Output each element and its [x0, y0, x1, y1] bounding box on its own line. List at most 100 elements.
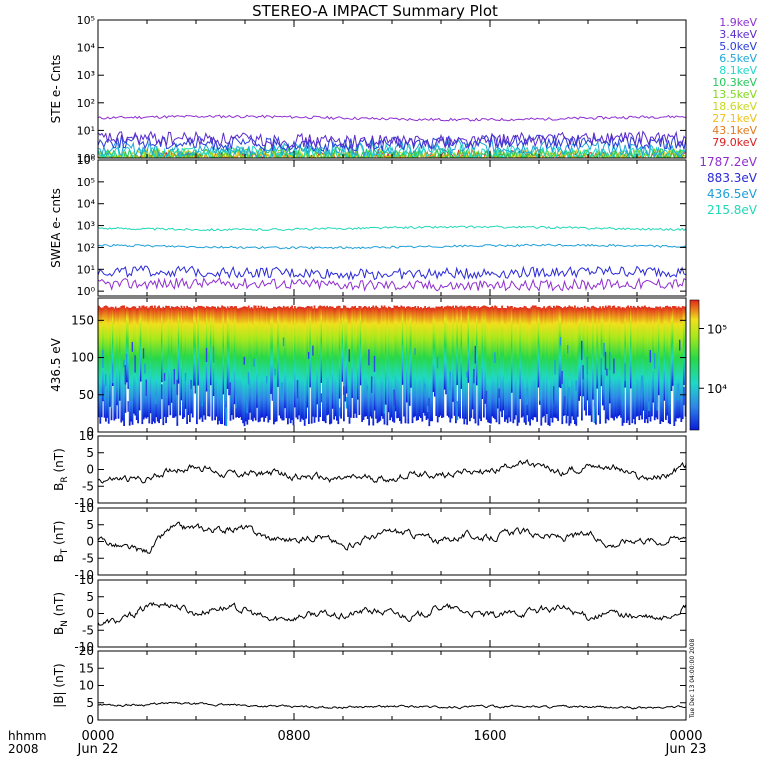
heatmap-strip [267, 308, 270, 423]
heatmap-strip [443, 306, 446, 390]
ytick-label: 20 [79, 644, 94, 658]
heatmap-strip [127, 307, 130, 389]
heatmap-strip [432, 307, 435, 393]
heatmap-strip [159, 307, 162, 419]
heatmap-strip [575, 308, 578, 426]
heatmap-strip [358, 306, 361, 415]
heatmap-strip [683, 306, 685, 386]
legend-27.1keV: 27.1keV [712, 112, 757, 125]
heatmap-dip [456, 401, 459, 421]
heatmap-strip [219, 307, 222, 424]
heatmap-strip [404, 308, 407, 424]
heatmap-dip [428, 397, 431, 417]
heatmap-dip [575, 380, 578, 392]
heatmap-strip [210, 307, 212, 386]
heatmap-dip [494, 352, 496, 363]
panel-1-ylabel: STE e- Cnts [49, 55, 63, 124]
heatmap-dip [102, 349, 104, 368]
heatmap-strip [331, 306, 334, 409]
heatmap-strip [463, 306, 466, 425]
ytick-label: 10 [79, 573, 94, 587]
heatmap-strip [470, 306, 473, 418]
heatmap-strip [588, 307, 590, 416]
ytick-label: 0 [86, 535, 94, 549]
heatmap-strip [379, 308, 382, 421]
heatmap-strip [665, 306, 667, 420]
heatmap-strip [296, 307, 299, 420]
heatmap-strip [359, 306, 362, 386]
ytick-label: 10⁵ [77, 14, 95, 27]
heatmap-strip [382, 307, 384, 419]
heatmap-strip [190, 308, 193, 414]
heatmap-strip [292, 308, 295, 426]
heatmap-strip [270, 308, 272, 394]
heatmap-strip [429, 308, 432, 422]
heatmap-dip [683, 386, 685, 406]
ytick-label: 10 [79, 429, 94, 443]
heatmap-strip [128, 308, 131, 426]
heatmap-strip [357, 307, 359, 400]
series-1.9keV [98, 114, 686, 122]
heatmap-strip [289, 306, 292, 424]
ytick-label: 10⁴ [77, 42, 96, 55]
heatmap-strip [218, 307, 221, 421]
heatmap-strip [198, 306, 201, 420]
ytick-label: 10 [79, 501, 94, 515]
heatmap-dip [383, 404, 386, 414]
heatmap-dip [105, 374, 107, 386]
heatmap-strip [681, 306, 684, 420]
heatmap-strip [632, 305, 635, 419]
heatmap-dip [173, 369, 176, 385]
heatmap-strip [520, 307, 523, 418]
heatmap-strip [635, 307, 638, 417]
heatmap-strip [585, 308, 587, 416]
heatmap-strip [611, 306, 614, 419]
heatmap-strip [189, 307, 191, 423]
heatmap-strip [539, 307, 541, 405]
series-883.3eV [98, 264, 686, 281]
heatmap-dip [679, 339, 681, 351]
heatmap-strip [145, 306, 148, 419]
series-3.4keV [98, 130, 686, 150]
panel-2: SWEA e- cnts 1787.2eV 883.3eV 436.5eV 215.8e… [49, 154, 758, 298]
heatmap-strip [226, 306, 229, 389]
heatmap-strip [624, 308, 627, 388]
heatmap-strip [98, 305, 100, 418]
panel-1: STE e- Cnts 1.9keV3.4keV5.0keV6.5keV8.1ke… [49, 14, 757, 165]
heatmap-strip [298, 306, 300, 416]
heatmap-strip [352, 306, 355, 418]
heatmap-strip [428, 306, 431, 427]
heatmap-dip [526, 388, 529, 405]
heatmap-strip [261, 307, 264, 418]
heatmap-strip [200, 305, 202, 418]
heatmap-strip [474, 306, 477, 424]
heatmap-strip [207, 306, 209, 417]
heatmap-strip [649, 307, 652, 422]
heatmap-dip [560, 337, 562, 346]
heatmap-strip [511, 306, 513, 393]
panel-3-ylabel: 436.5 eV [49, 337, 63, 392]
heatmap-strip [243, 306, 246, 427]
heatmap-strip [401, 306, 404, 385]
heatmap-strip [183, 306, 186, 418]
heatmap-dip [424, 383, 426, 396]
heatmap-strip [299, 306, 302, 422]
heatmap-strip [651, 307, 653, 417]
heatmap-dip [123, 359, 125, 368]
heatmap-strip [442, 308, 445, 418]
heatmap-dip [312, 345, 314, 356]
ytick-label: 10² [77, 241, 95, 254]
heatmap-strip [400, 305, 403, 424]
heatmap-strip [105, 305, 107, 422]
heatmap-strip [266, 306, 268, 417]
heatmap-dip [427, 405, 429, 412]
panel-2-ylabel: SWEA e- cnts [49, 188, 63, 268]
heatmap-strip [418, 308, 421, 417]
heatmap-strip [344, 305, 347, 402]
ytick-label: 15 [79, 661, 94, 675]
heatmap-strip [523, 305, 526, 423]
heatmap-strip [211, 306, 214, 421]
heatmap-strip [124, 308, 127, 413]
heatmap-strip [316, 308, 319, 405]
heatmap-dip [345, 397, 348, 409]
